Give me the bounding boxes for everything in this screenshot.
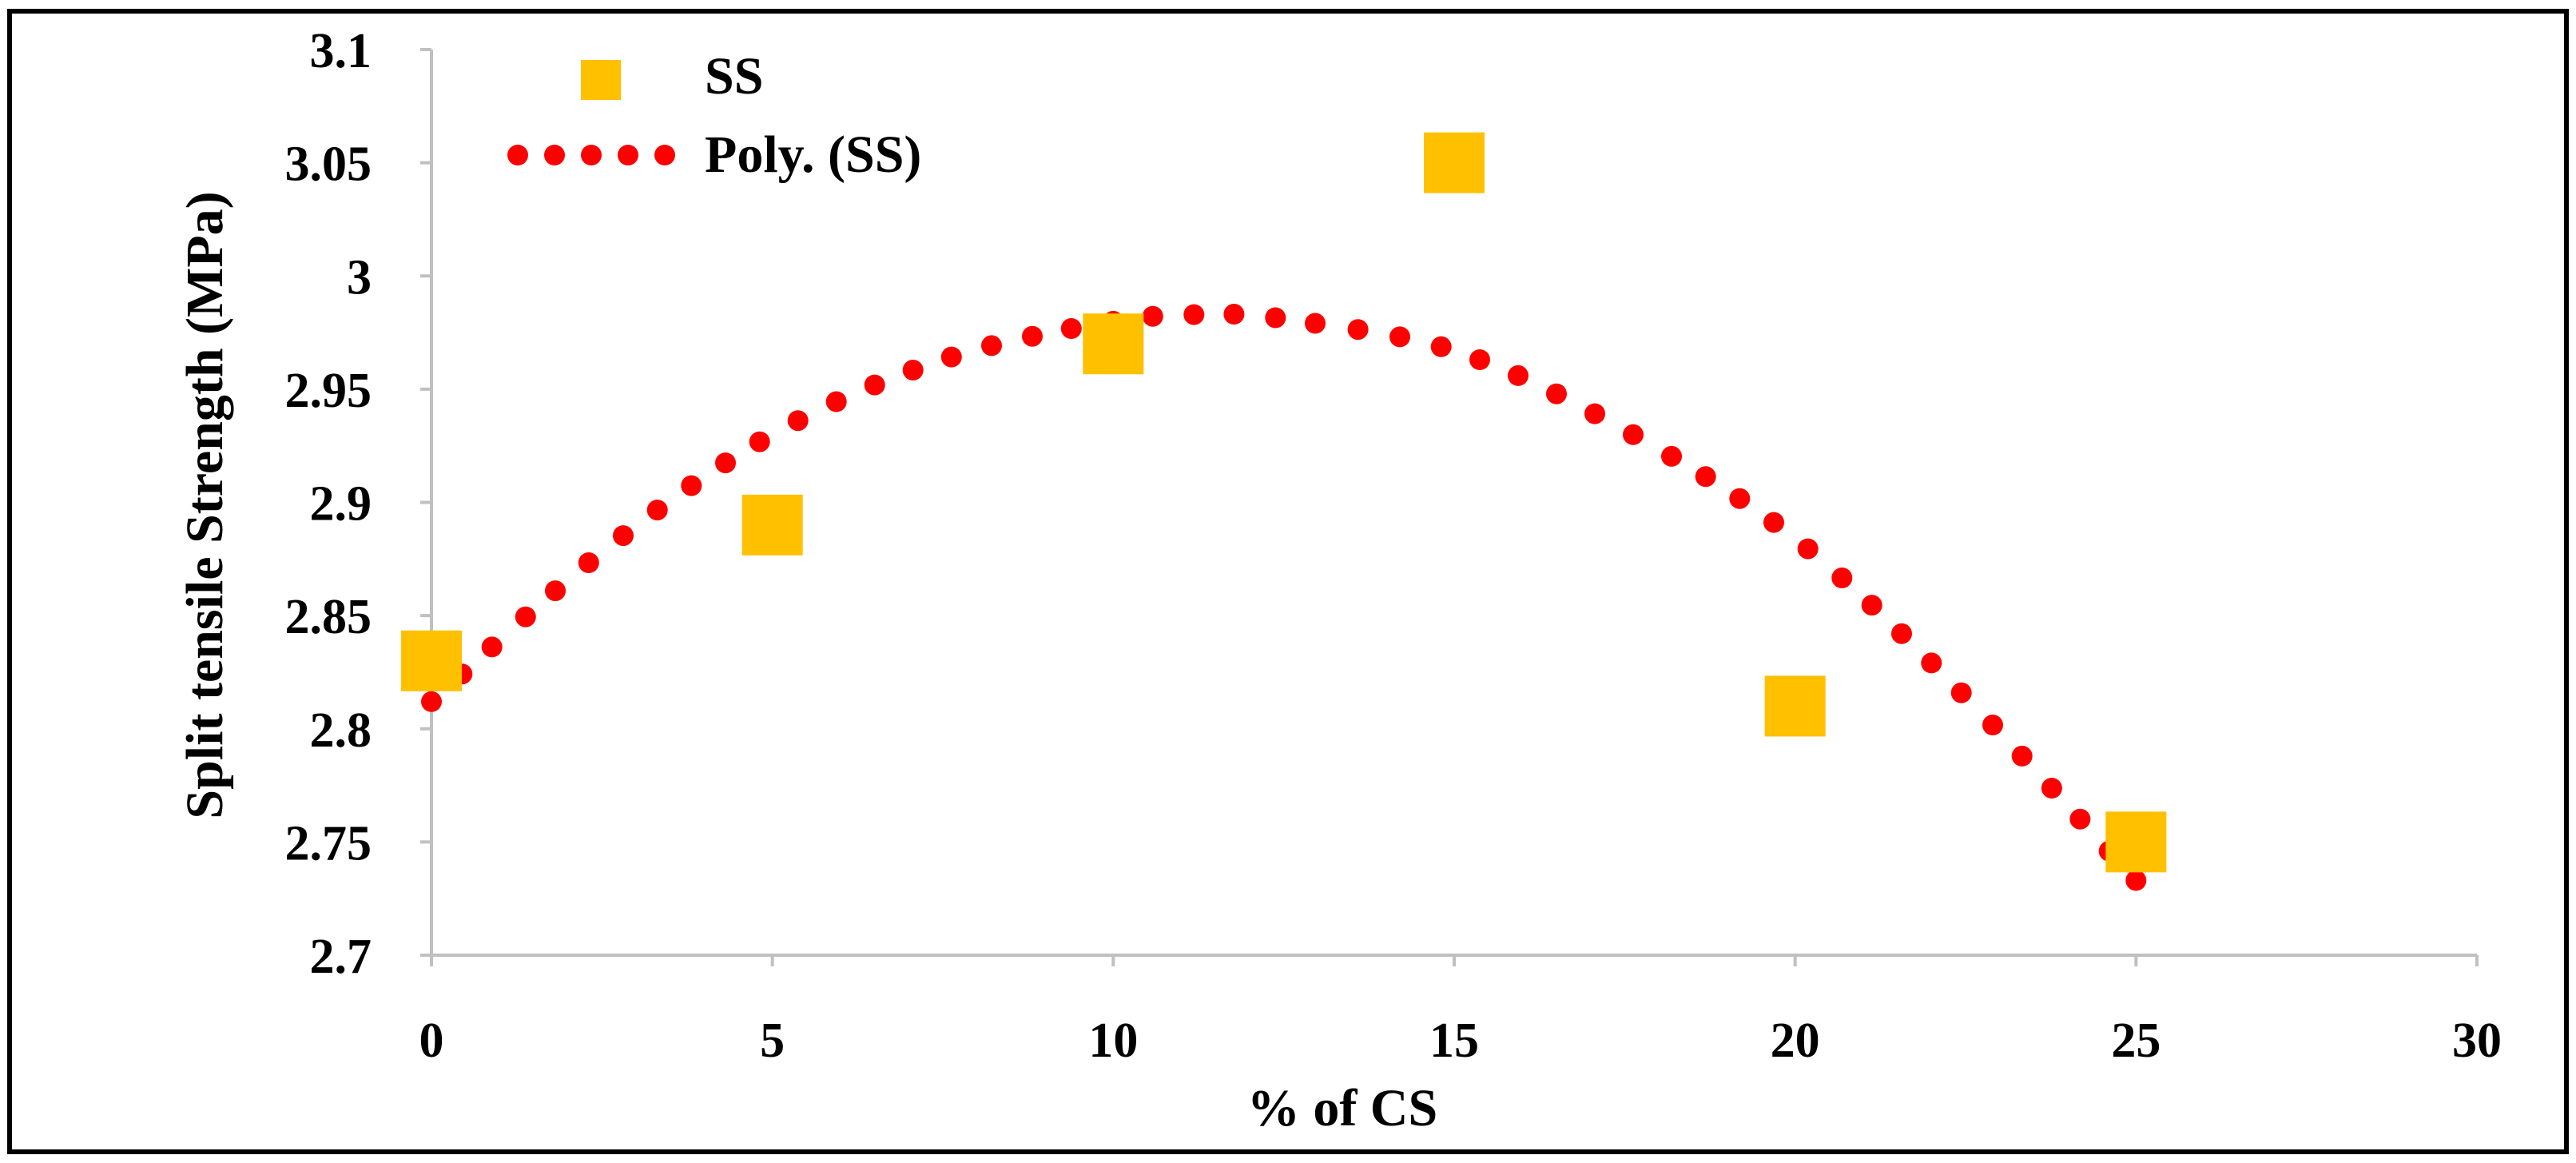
y-tick-label: 3.05 bbox=[285, 137, 372, 192]
y-tick-label: 2.7 bbox=[310, 930, 372, 984]
trendline-dot bbox=[1508, 364, 1529, 386]
y-axis-label: Split tensile Strength (MPa) bbox=[176, 191, 234, 818]
trendline-dot bbox=[1763, 512, 1784, 533]
legend-label-ss: SS bbox=[705, 47, 763, 106]
data-point-ss bbox=[1764, 675, 1826, 737]
trendline-dot bbox=[1223, 304, 1245, 325]
y-tick-label: 2.85 bbox=[285, 590, 372, 644]
trendline-dot bbox=[940, 346, 962, 368]
trendline-dot bbox=[2041, 778, 2062, 799]
x-tick-label: 5 bbox=[760, 1014, 785, 1068]
x-axis-tick-labels: 0 5 10 15 20 25 30 bbox=[419, 955, 2502, 1068]
trendline-dot bbox=[1265, 307, 1286, 329]
trendline-dot bbox=[749, 431, 770, 452]
y-tick-label: 3 bbox=[347, 250, 372, 305]
trendline-dot bbox=[1950, 682, 1972, 703]
x-tick-label: 0 bbox=[419, 1014, 444, 1068]
trendline-dot bbox=[646, 500, 668, 521]
data-point-ss bbox=[401, 630, 462, 691]
y-tick-label: 2.95 bbox=[285, 364, 372, 418]
legend-dot bbox=[581, 145, 602, 165]
y-tick-label: 3.1 bbox=[310, 24, 372, 78]
trendline-dot bbox=[578, 552, 599, 573]
trendline-dot bbox=[421, 691, 442, 712]
trendline-dot bbox=[902, 360, 924, 380]
series-ss-markers bbox=[401, 132, 2167, 873]
legend-marker-ss bbox=[581, 60, 621, 100]
trendline-dot bbox=[1831, 568, 1853, 588]
trendline-dot bbox=[1389, 326, 1410, 348]
legend-dot bbox=[618, 145, 638, 165]
x-tick-label: 30 bbox=[2452, 1014, 2502, 1068]
trendline-dot bbox=[715, 452, 736, 474]
trendline-dot bbox=[1661, 445, 1682, 467]
y-tick-label: 2.75 bbox=[285, 816, 372, 870]
trendline-poly-ss bbox=[421, 304, 2147, 891]
trendline-dot bbox=[481, 636, 503, 658]
legend-label-poly: Poly. (SS) bbox=[705, 125, 921, 184]
trendline-dot bbox=[1921, 652, 1942, 674]
data-point-ss bbox=[1424, 132, 1485, 193]
trendline-dot bbox=[1347, 319, 1369, 341]
trendline-dot bbox=[2011, 745, 2033, 767]
trendline-dot bbox=[1022, 325, 1043, 347]
trendline-dot bbox=[1891, 623, 1912, 644]
trendline-dot bbox=[825, 391, 847, 412]
trendline-dot bbox=[1982, 715, 2003, 735]
trendline-dot bbox=[2069, 808, 2091, 830]
trendline-dot bbox=[1695, 466, 1716, 488]
plot-area bbox=[401, 50, 2477, 957]
trendline-dot bbox=[1060, 318, 1082, 339]
data-point-ss bbox=[1083, 313, 1144, 375]
trendline-dot bbox=[1430, 336, 1452, 357]
trendline-dot bbox=[1729, 488, 1751, 509]
x-tick-label: 20 bbox=[1771, 1014, 1820, 1068]
legend-dot bbox=[654, 145, 675, 165]
data-point-ss bbox=[2105, 811, 2167, 873]
trendline-dot bbox=[515, 606, 536, 627]
legend-dot bbox=[544, 145, 565, 165]
x-tick-label: 10 bbox=[1088, 1014, 1138, 1068]
outer-frame bbox=[7, 9, 2569, 1154]
y-tick-label: 2.9 bbox=[310, 477, 372, 532]
legend-dot bbox=[507, 145, 528, 165]
x-axis-label: % of CS bbox=[1247, 1079, 1437, 1137]
trendline-dot bbox=[681, 475, 702, 496]
trendline-dot bbox=[1305, 313, 1326, 334]
legend-marker-poly bbox=[507, 145, 675, 165]
trendline-dot bbox=[1546, 383, 1567, 404]
trendline-dot bbox=[2125, 870, 2147, 891]
legend: SS Poly. (SS) bbox=[507, 47, 921, 184]
trendline-dot bbox=[981, 335, 1002, 356]
x-tick-label: 25 bbox=[2111, 1014, 2161, 1068]
trendline-dot bbox=[1584, 403, 1605, 424]
trendline-dot bbox=[1861, 595, 1882, 616]
trendline-dot bbox=[787, 410, 809, 432]
y-tick-label: 2.8 bbox=[310, 703, 372, 758]
trendline-dot bbox=[1623, 424, 1644, 445]
trendline-dot bbox=[1183, 304, 1205, 325]
trendline-dot bbox=[864, 374, 885, 396]
trendline-dot bbox=[613, 525, 634, 547]
data-point-ss bbox=[741, 494, 803, 556]
trendline-dot bbox=[1797, 538, 1819, 560]
trendline-dot bbox=[1142, 305, 1163, 327]
x-tick-label: 15 bbox=[1429, 1014, 1479, 1068]
trendline-dot bbox=[1469, 349, 1490, 370]
trendline-dot bbox=[545, 580, 566, 602]
y-axis-tick-labels: 2.7 2.75 2.8 2.85 2.9 2.95 3 3.05 3.1 bbox=[285, 24, 431, 984]
